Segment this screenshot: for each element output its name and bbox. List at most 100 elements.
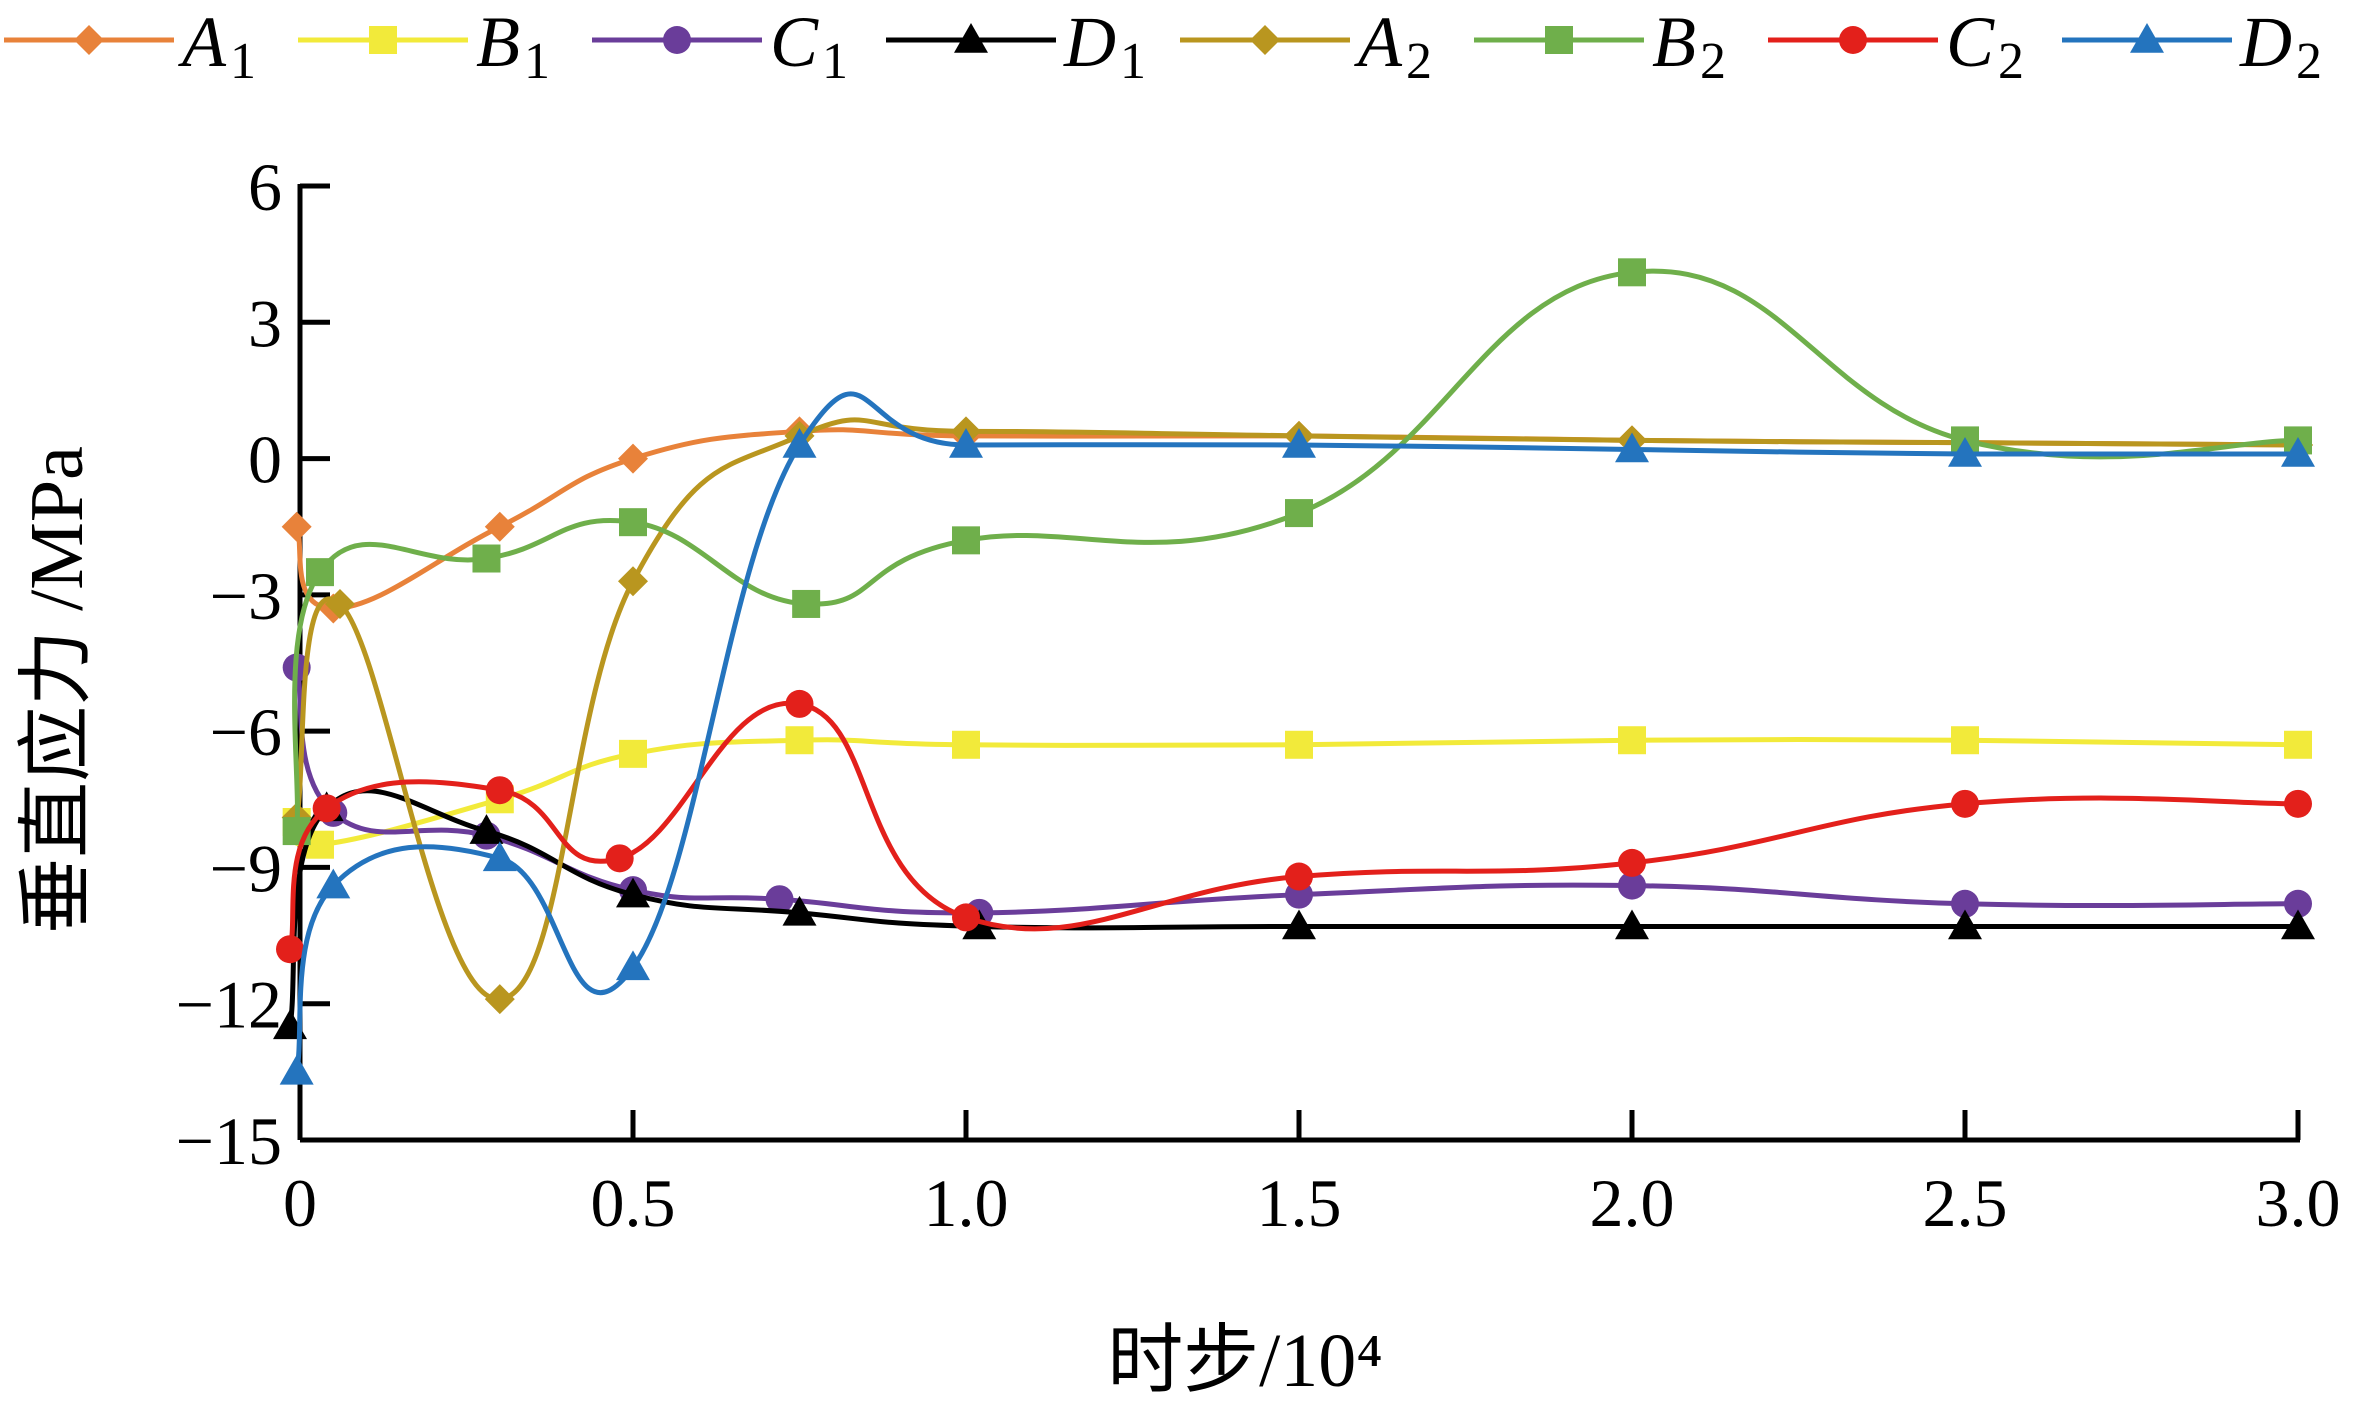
legend-subscript: 2 — [1700, 33, 1726, 90]
data-point — [305, 558, 334, 587]
data-point — [952, 526, 980, 555]
x-tick-label: 1.5 — [1257, 1165, 1342, 1241]
data-point — [1618, 871, 1646, 900]
legend-label: B2 — [1652, 2, 1726, 90]
data-point — [482, 841, 517, 872]
legend-letter: A — [1354, 2, 1403, 82]
data-point — [281, 511, 312, 542]
data-point — [962, 909, 997, 940]
legend-marker — [369, 26, 397, 54]
legend-subscript: 1 — [822, 33, 848, 90]
data-point — [1618, 258, 1646, 287]
legend-label: A1 — [178, 2, 256, 90]
legend-item-d1: D1 — [886, 2, 1146, 90]
legend-letter: C — [770, 2, 819, 82]
legend-item-a1: A1 — [4, 2, 256, 90]
data-point — [1285, 499, 1313, 528]
data-point — [952, 903, 980, 932]
legend: A1 B1 C1 D1 A2 B2 C2 D2 — [4, 2, 2322, 90]
data-point — [1285, 862, 1313, 891]
legend-label: D2 — [2239, 2, 2322, 90]
legend-item-b2: B2 — [1474, 2, 1726, 90]
y-tick-label: −6 — [210, 694, 282, 770]
series-layer — [273, 258, 2315, 1085]
data-point — [1615, 909, 1649, 940]
data-point — [484, 511, 515, 542]
x-tick-label: 2.0 — [1590, 1165, 1675, 1241]
x-tick-label: 3.0 — [2256, 1165, 2341, 1241]
legend-subscript: 2 — [1998, 33, 2024, 90]
data-point — [1951, 726, 1979, 755]
data-point — [276, 935, 305, 964]
data-point — [1615, 432, 1649, 463]
data-point — [312, 794, 341, 823]
data-point — [618, 566, 648, 597]
data-point — [469, 814, 504, 844]
x-axis-title-text: 时步/10⁴ — [1107, 1319, 1383, 1403]
y-tick-label: 3 — [248, 285, 282, 361]
data-point — [1948, 909, 1982, 940]
data-point — [1285, 730, 1313, 759]
legend-letter: D — [2239, 2, 2292, 82]
data-point — [316, 868, 351, 899]
series-d1 — [273, 788, 2315, 1040]
y-tick-label: −12 — [176, 967, 282, 1043]
y-tick-label: 0 — [248, 422, 282, 498]
legend-marker — [663, 26, 691, 54]
data-point — [472, 544, 501, 573]
legend-subscript: 1 — [524, 33, 550, 90]
data-point — [619, 739, 647, 768]
legend-letter: B — [1652, 2, 1696, 82]
legend-subscript: 2 — [2296, 33, 2322, 90]
data-point — [952, 730, 980, 759]
legend-label: C1 — [770, 2, 848, 90]
legend-label: C2 — [1946, 2, 2024, 90]
x-tick-label: 0 — [283, 1165, 317, 1241]
y-tick-label: −15 — [176, 1103, 282, 1179]
data-point — [792, 589, 821, 618]
legend-marker — [1545, 26, 1573, 54]
legend-item-c2: C2 — [1768, 2, 2024, 90]
legend-label: A2 — [1354, 2, 1432, 90]
data-point — [616, 950, 650, 981]
data-point — [324, 588, 355, 619]
x-tick-label: 1.0 — [924, 1165, 1009, 1241]
data-point — [1282, 909, 1316, 940]
series-line — [292, 268, 2299, 832]
legend-letter: B — [476, 2, 520, 82]
legend-marker — [1250, 25, 1280, 55]
data-point — [484, 984, 515, 1015]
y-tick-label: 6 — [248, 149, 282, 225]
data-point — [279, 1054, 314, 1085]
data-point — [616, 877, 650, 908]
y-tick-label: −9 — [210, 830, 282, 906]
data-point — [765, 885, 794, 914]
data-point — [1951, 789, 1979, 818]
legend-subscript: 1 — [1120, 33, 1146, 90]
data-point — [2284, 730, 2312, 759]
x-axis-title: 时步/10⁴ — [1107, 1319, 1383, 1403]
legend-marker — [2130, 23, 2164, 53]
data-point — [782, 895, 817, 926]
legend-marker — [1839, 26, 1867, 54]
data-point — [485, 776, 514, 805]
x-tick-label: 0.5 — [591, 1165, 676, 1241]
data-point — [1951, 889, 1979, 918]
legend-subscript: 1 — [230, 33, 256, 90]
legend-item-d2: D2 — [2062, 2, 2322, 90]
data-point — [782, 427, 817, 458]
y-axis-title: 垂直应力 /MPa — [15, 446, 99, 934]
data-point — [949, 427, 983, 458]
series-b1 — [282, 726, 2312, 859]
data-point — [2284, 889, 2312, 918]
legend-item-a2: A2 — [1180, 2, 1432, 90]
series-line — [294, 417, 2299, 1002]
legend-letter: A — [178, 2, 227, 82]
y-tick-label: −3 — [210, 558, 282, 634]
data-point — [618, 443, 648, 474]
data-point — [785, 689, 814, 718]
legend-letter: C — [1946, 2, 1995, 82]
legend-letter: D — [1063, 2, 1116, 82]
series-c2 — [276, 689, 2312, 964]
